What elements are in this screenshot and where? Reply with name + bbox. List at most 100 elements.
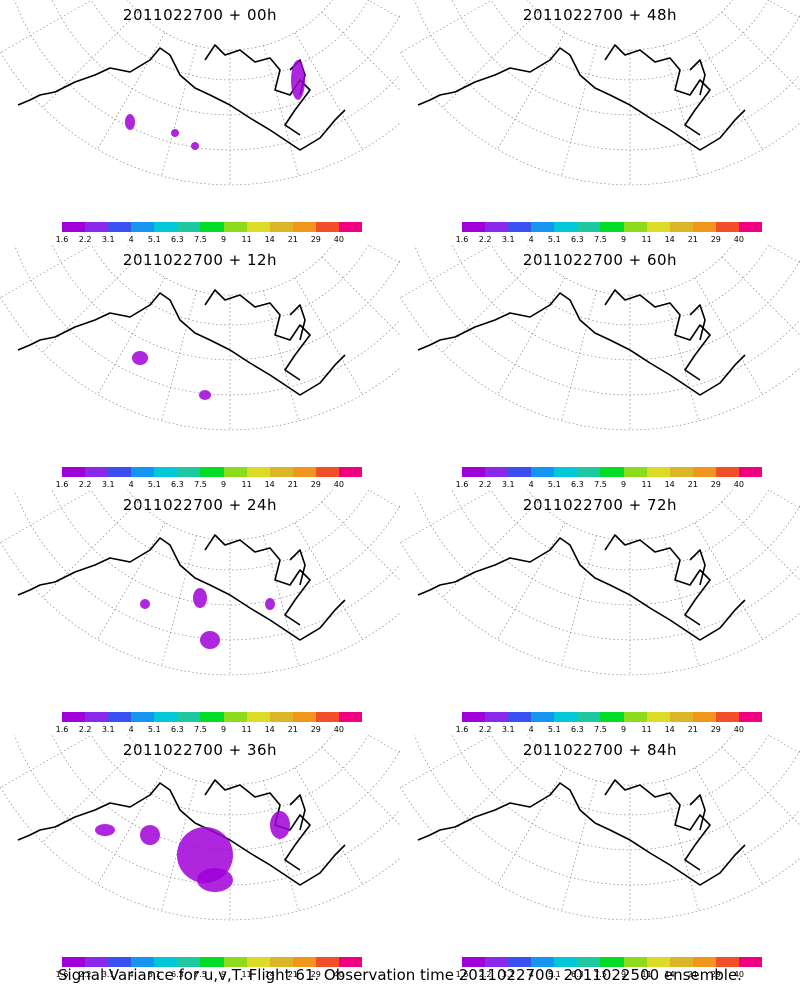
colorbar-tick-label: 40 [333, 480, 344, 489]
map-plot [400, 490, 800, 676]
colorbar-swatch [177, 222, 201, 232]
colorbar-swatch [292, 712, 316, 722]
colorbar-swatch [485, 222, 509, 232]
colorbar-ticks: 1.6 2.2 3.1 4 5.1 6.3 7.5 9 11 14 21 29 40 [52, 480, 372, 490]
colorbar-swatch [85, 957, 109, 967]
panel-title: 2011022700 + 36h [122, 741, 278, 759]
colorbar-tick-label: 3.1 [101, 235, 115, 244]
colorbar-swatch [692, 222, 716, 232]
colorbar-swatch [738, 222, 763, 232]
colorbar [62, 957, 363, 967]
colorbar-tick-label: 4 [528, 970, 534, 979]
map-plot [400, 735, 800, 921]
colorbar [462, 712, 763, 722]
colorbar-swatch [646, 957, 670, 967]
colorbar-tick-label: 14 [264, 725, 275, 734]
colorbar-swatch [200, 222, 224, 232]
colorbar-tick-label: 3.1 [501, 970, 515, 979]
colorbar-tick-label: 6.3 [571, 970, 584, 979]
colorbar-swatch [292, 957, 316, 967]
colorbar-swatch [600, 467, 624, 477]
colorbar-tick-label: 7.5 [594, 480, 607, 489]
colorbar-tick-label: 40 [733, 480, 744, 489]
colorbar-tick-label: 11 [641, 235, 652, 244]
map-panel: 2011022700 + 36h 1.6 2.2 3.1 4 5.1 6.3 7.5 9 11 14… [0, 735, 400, 980]
colorbar-tick-label: 11 [641, 970, 652, 979]
colorbar-tick-label: 7.5 [594, 725, 607, 734]
colorbar-tick-label: 11 [641, 725, 652, 734]
colorbar-tick-label: 2.2 [478, 235, 492, 244]
colorbar-swatch [246, 712, 270, 722]
colorbar-tick-label: 6.3 [571, 725, 584, 734]
colorbar-swatch [554, 222, 578, 232]
colorbar-tick-label: 40 [333, 725, 344, 734]
colorbar-swatch [623, 222, 647, 232]
colorbar-tick-label: 7.5 [594, 235, 607, 244]
colorbar-swatch [246, 222, 270, 232]
colorbar-swatch [223, 222, 247, 232]
colorbar-swatch [246, 467, 270, 477]
colorbar-swatch [531, 222, 555, 232]
colorbar-tick-label: 7.5 [194, 235, 207, 244]
colorbar-tick-label: 5.1 [147, 970, 161, 979]
colorbar-tick-label: 9 [220, 480, 227, 489]
colorbar-swatch [508, 712, 532, 722]
colorbar-tick-label: 1.6 [55, 725, 69, 734]
colorbar-swatch [131, 957, 155, 967]
colorbar-swatch [462, 467, 486, 477]
colorbar-tick-label: 1.6 [455, 480, 469, 489]
colorbar-tick-label: 14 [264, 235, 275, 244]
colorbar-swatch [715, 222, 739, 232]
colorbar-tick-label: 29 [310, 970, 321, 979]
colorbar-swatch [108, 957, 132, 967]
colorbar-tick-label: 21 [287, 725, 298, 734]
colorbar-tick-label: 5.1 [147, 235, 161, 244]
colorbar [462, 467, 763, 477]
colorbar-swatch [692, 467, 716, 477]
colorbar-swatch [577, 222, 601, 232]
map-plot [0, 735, 400, 921]
colorbar-tick-label: 11 [241, 725, 252, 734]
colorbar-swatch [623, 467, 647, 477]
colorbar-swatch [154, 957, 178, 967]
colorbar-tick-label: 21 [687, 235, 698, 244]
colorbar-swatch [577, 467, 601, 477]
colorbar-tick-label: 21 [287, 970, 298, 979]
colorbar-swatch [669, 222, 693, 232]
colorbar-tick-label: 14 [664, 725, 675, 734]
colorbar-swatch [154, 712, 178, 722]
colorbar-tick-label: 2.2 [478, 725, 492, 734]
colorbar-swatch [623, 712, 647, 722]
colorbar-tick-label: 29 [310, 725, 321, 734]
colorbar-swatch [338, 222, 363, 232]
colorbar-tick-label: 4 [128, 725, 134, 734]
colorbar-tick-label: 14 [264, 480, 275, 489]
colorbar-swatch [223, 712, 247, 722]
colorbar-swatch [62, 712, 86, 722]
colorbar-swatch [531, 712, 555, 722]
colorbar-swatch [554, 712, 578, 722]
colorbar-ticks: 1.6 2.2 3.1 4 5.1 6.3 7.5 9 11 14 21 29 40 [452, 725, 772, 735]
map-panel: 2011022700 + 00h 1.6 2.2 3.1 4 5.1 6.3 7.5 9 11 14… [0, 0, 400, 245]
colorbar-swatch [200, 712, 224, 722]
colorbar-tick-label: 9 [620, 235, 627, 244]
colorbar-swatch [108, 222, 132, 232]
colorbar-swatch [669, 712, 693, 722]
map-plot [400, 245, 800, 431]
colorbar-tick-label: 14 [264, 970, 275, 979]
colorbar [62, 222, 363, 232]
colorbar-tick-label: 1.6 [55, 235, 69, 244]
colorbar-tick-label: 9 [220, 725, 227, 734]
colorbar-swatch [315, 957, 339, 967]
colorbar-swatch [623, 957, 647, 967]
colorbar-tick-label: 3.1 [101, 480, 115, 489]
map-plot [0, 490, 400, 676]
colorbar-tick-label: 40 [333, 970, 344, 979]
map-panel: 2011022700 + 72h 1.6 2.2 3.1 4 5.1 6.3 7.5 9 11 14… [400, 490, 800, 735]
colorbar-ticks: 1.6 2.2 3.1 4 5.1 6.3 7.5 9 11 14 21 29 40 [452, 970, 772, 980]
colorbar-tick-label: 5.1 [547, 235, 561, 244]
colorbar-tick-label: 2.2 [78, 235, 92, 244]
colorbar-swatch [715, 467, 739, 477]
colorbar-tick-label: 11 [641, 480, 652, 489]
colorbar-ticks: 1.6 2.2 3.1 4 5.1 6.3 7.5 9 11 14 21 29 40 [52, 725, 372, 735]
